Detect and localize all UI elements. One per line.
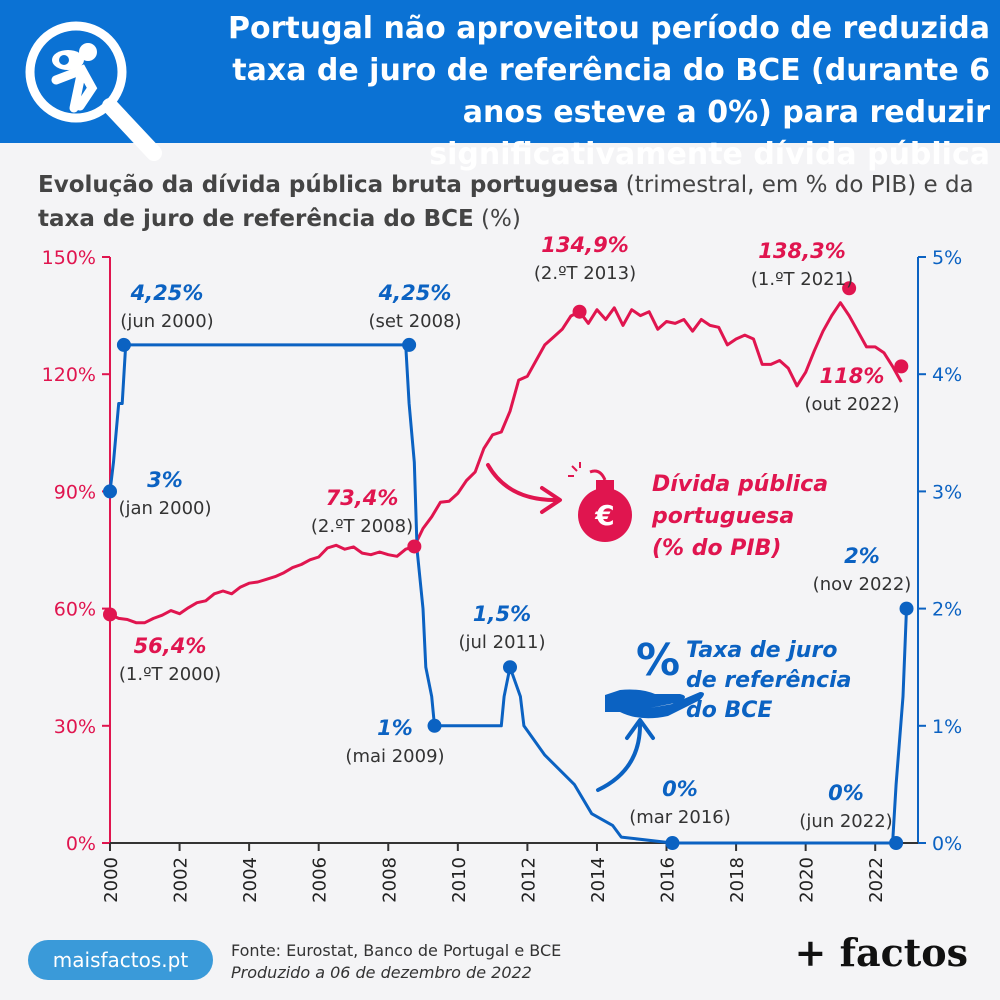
debt-legend-label: Dívida pública [652,472,828,497]
debt-legend-label: portuguesa [651,504,794,529]
brand-logo: + factos [794,930,968,975]
right-tick-label: 2% [932,599,962,621]
rate-series-line [108,343,908,845]
rate-arrow-head [625,718,655,740]
left-tick-label: 30% [54,716,96,738]
debt-annotation-value: 118% [820,364,885,388]
debt-annotation-date: (1.ºT 2021) [751,269,853,290]
x-tick-label: 2014 [588,857,609,903]
rate-highlight-point [116,337,131,352]
rate-highlight-point [503,660,517,675]
debt-highlight-point [103,607,117,622]
subtitle-bold-1: Evolução da dívida pública bruta portugu… [38,172,619,198]
x-tick-label: 2000 [101,857,122,903]
euro-bomb-icon: € [568,462,632,542]
rate-highlight-point [402,337,417,352]
debt-highlight-point [407,539,422,554]
debt-annotation-date: (2.ºT 2013) [534,263,636,284]
euro-symbol: € [594,499,614,532]
percent-symbol: % [636,635,680,686]
left-tick-label: 150% [42,247,96,269]
right-tick-label: 1% [932,716,962,738]
debt-series-line [109,301,903,625]
x-tick-label: 2022 [866,857,887,903]
right-tick-label: 3% [932,481,962,503]
rate-annotation-date: (mai 2009) [345,746,444,767]
debt-highlight-point [894,359,909,374]
x-tick-label: 2008 [379,857,400,903]
debt-annotation-date: (2.ºT 2008) [311,516,413,537]
site-badge[interactable]: maisfactos.pt [28,940,213,980]
rate-annotation-date: (nov 2022) [813,574,912,595]
debt-annotation-value: 56,4% [134,634,207,658]
x-tick-label: 2016 [658,857,679,903]
debt-arrow-head [540,486,562,514]
rate-highlight-point [899,601,914,616]
rate-annotation-value: 0% [828,781,864,805]
rate-highlight-point [889,836,904,850]
subtitle-normal-1: (trimestral, em % do PIB) e da [618,172,974,198]
x-tick-label: 2020 [797,857,818,903]
right-tick-label: 4% [932,364,962,386]
rate-annotation-value: 1% [377,716,413,740]
source-text: Fonte: Eurostat, Banco de Portugal e BCE [231,941,562,960]
x-tick-label: 2012 [518,857,539,903]
debt-annotation-date: (out 2022) [804,394,899,415]
rate-annotation-date: (jun 2000) [120,311,213,332]
subtitle-bold-2: taxa de juro de referência do BCE [38,206,474,232]
rate-annotation-value: 4,25% [378,281,452,305]
subtitle-normal-2: (%) [473,206,521,232]
left-tick-label: 120% [42,364,96,386]
header-title: Portugal não aproveitou período de reduz… [228,11,990,172]
rate-legend-label: Taxa de juro [686,638,837,663]
rate-annotation-value: 1,5% [473,602,531,626]
bomb-spark [568,462,581,477]
debt-annotation-value: 73,4% [326,486,399,510]
rate-annotation-value: 2% [844,544,880,568]
rate-annotation-value: 4,25% [130,281,204,305]
x-tick-label: 2010 [449,857,470,903]
rate-annotation-value: 0% [662,777,698,801]
x-tick-label: 2018 [727,857,748,903]
rate-annotation-date: (jul 2011) [459,632,546,653]
left-tick-label: 60% [54,599,96,621]
left-tick-label: 0% [66,833,96,855]
bomb-body [578,488,632,542]
rate-highlight-point [665,836,680,850]
debt-annotation-value: 134,9% [541,233,628,257]
chart-subtitle: Evolução da dívida pública bruta portugu… [38,168,988,236]
percent-hand-icon: % [605,635,704,719]
debt-arrow [486,463,557,502]
rate-highlight-point [103,484,117,499]
rate-legend-label: de referência [686,668,851,693]
x-tick-label: 2002 [171,857,192,903]
debt-highlight-point [572,304,587,319]
rate-annotation-date: (mar 2016) [629,807,731,828]
debt-annotation-date: (1.ºT 2000) [119,664,221,685]
x-tick-label: 2004 [240,857,261,903]
right-tick-label: 0% [932,833,962,855]
x-tick-label: 2006 [310,857,331,903]
rate-annotation-date: (jun 2022) [799,811,892,832]
left-tick-label: 90% [54,481,96,503]
footer-source: Fonte: Eurostat, Banco de Portugal e BCE… [231,940,561,984]
rate-arrow [596,723,642,792]
debt-highlight-point [842,281,857,296]
header-banner: Portugal não aproveitou período de reduz… [0,0,1000,172]
bomb-cap [596,480,614,490]
rate-legend-label: do BCE [686,698,772,723]
bomb-fuse [589,469,607,481]
rate-annotation-value: 3% [147,468,183,492]
debt-legend-label: (% do PIB) [652,536,781,561]
produced-text: Produzido a 06 de dezembro de 2022 [231,963,532,982]
debt-annotation-value: 138,3% [758,239,845,263]
rate-annotation-date: (set 2008) [368,311,461,332]
right-tick-label: 5% [932,247,962,269]
rate-annotation-date: (jan 2000) [118,498,211,519]
hand-shape [605,689,704,719]
rate-highlight-point [427,718,442,733]
magnifier-figure-icon [25,21,162,161]
